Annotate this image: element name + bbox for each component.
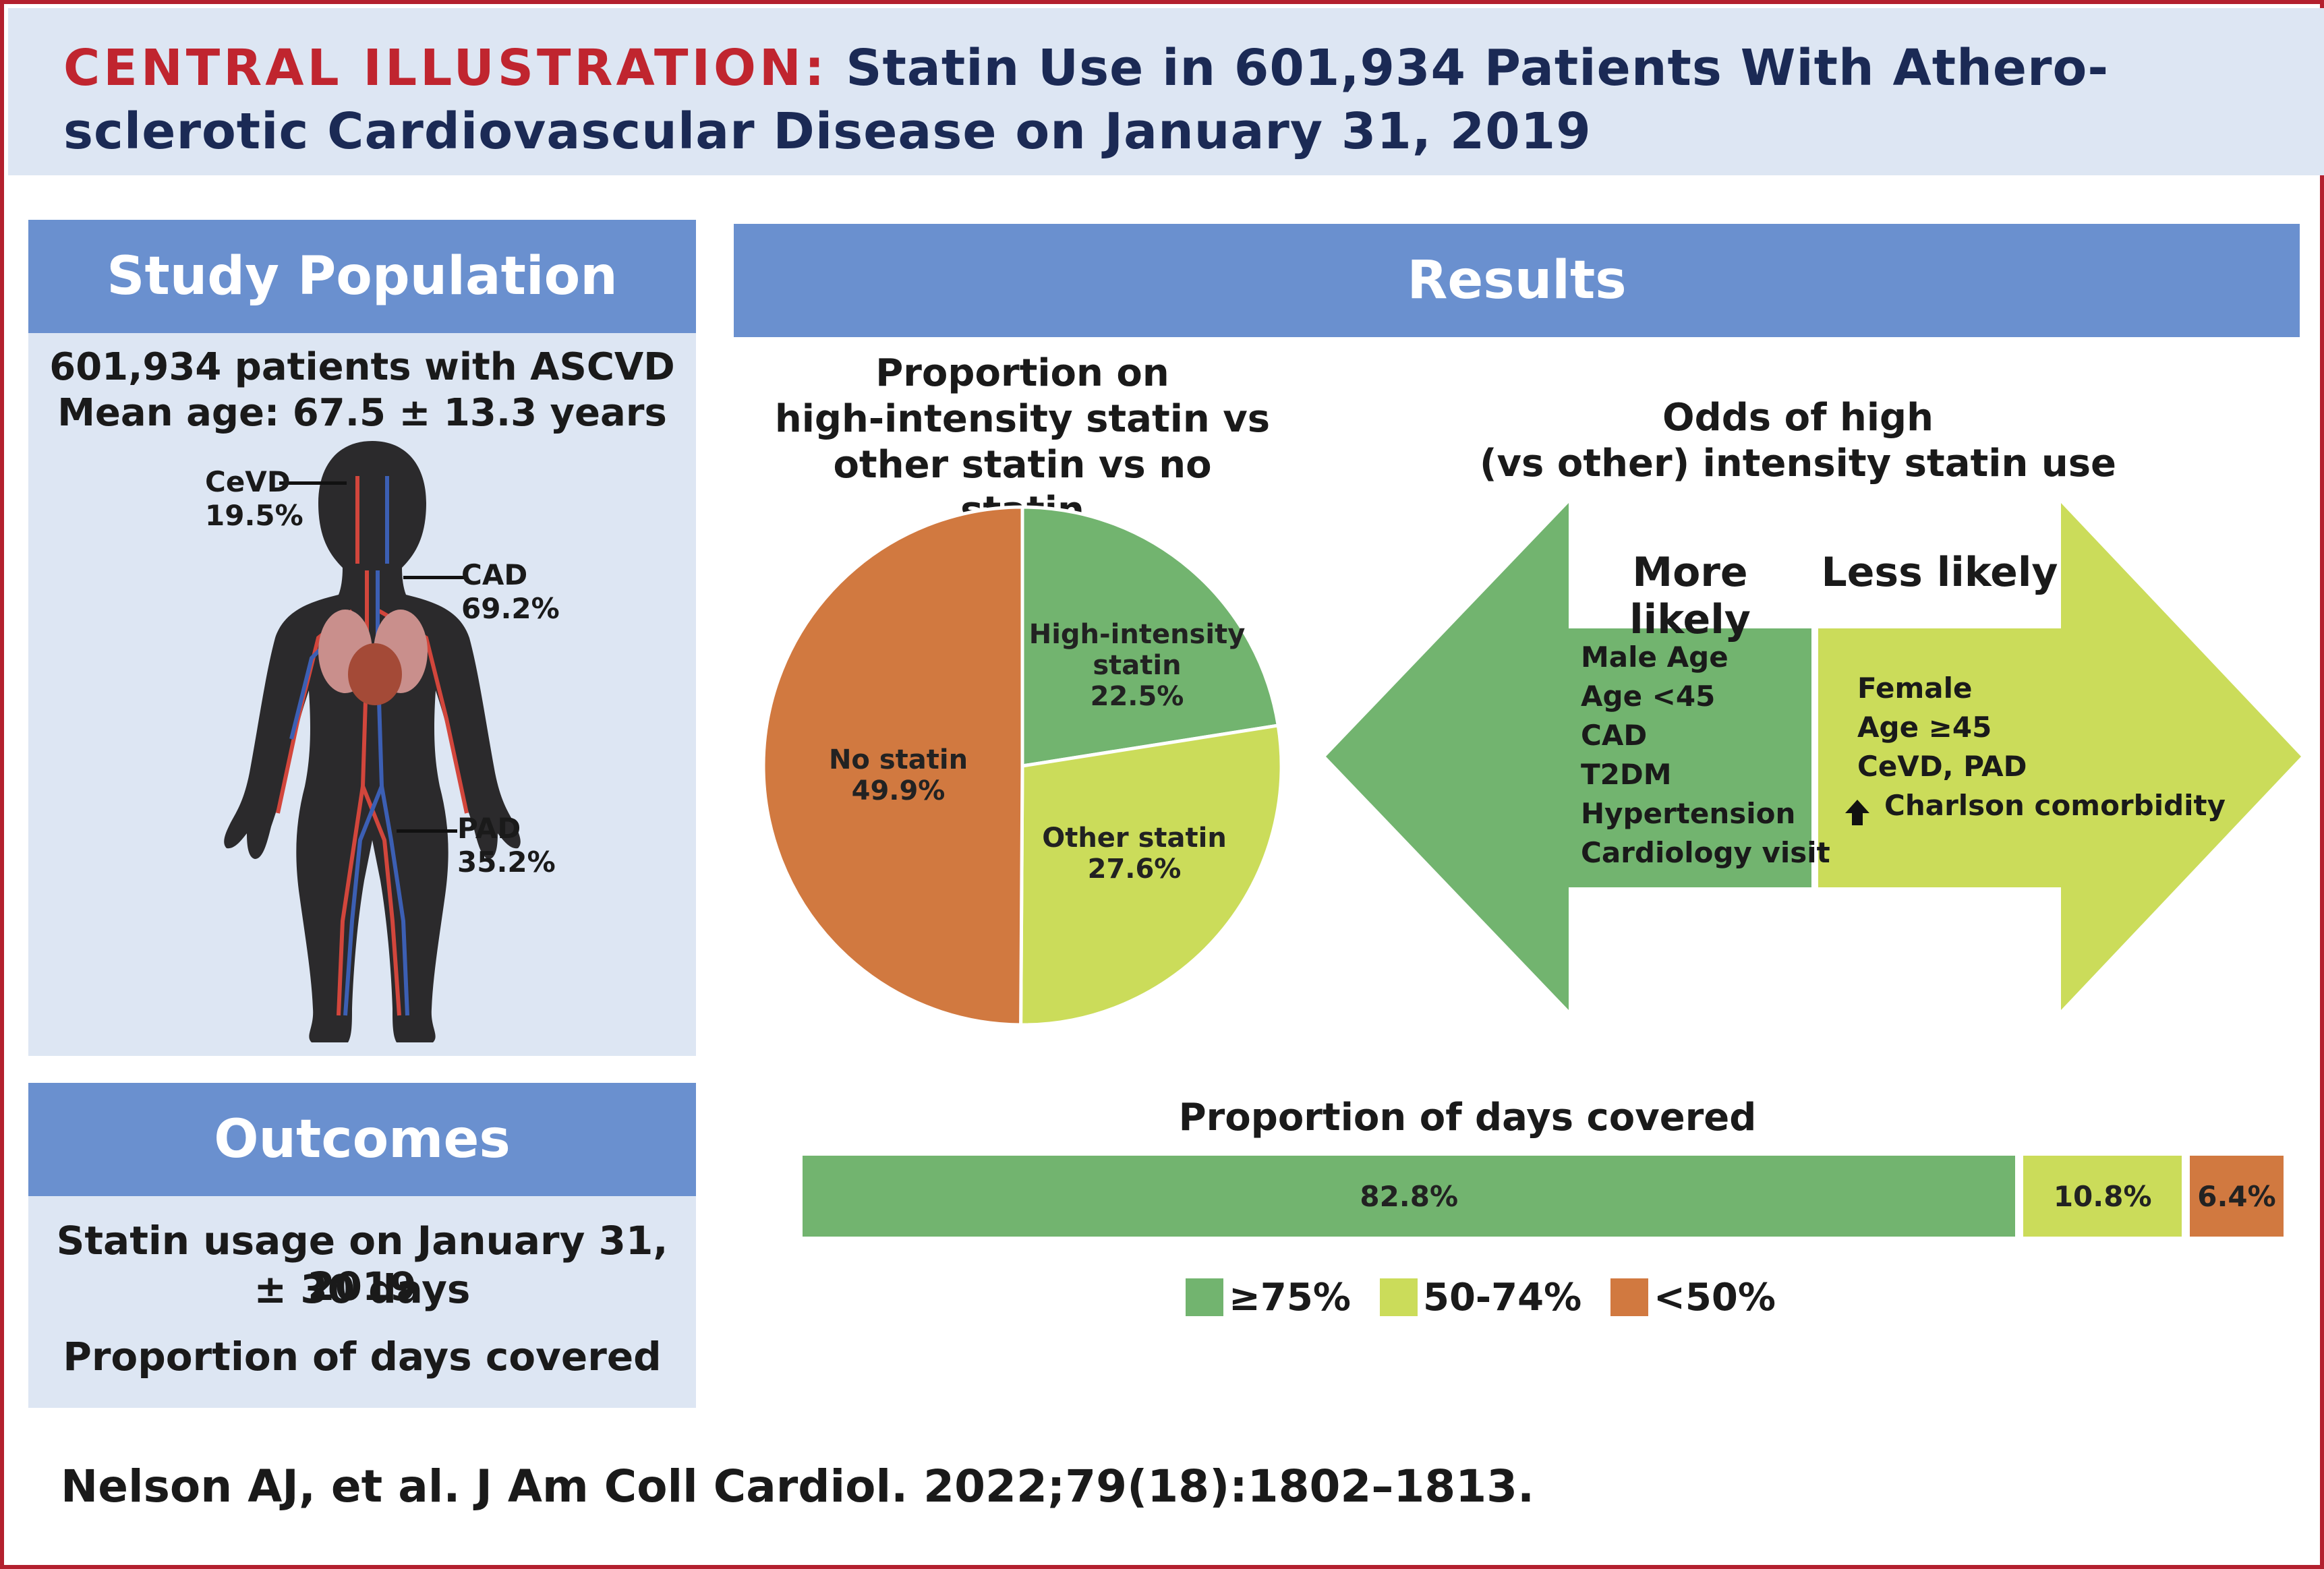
pdc-bar-segment-1: 10.8% xyxy=(2023,1156,2182,1237)
pad-label: PAD 35.2% xyxy=(457,812,556,879)
legend-label: ≥75% xyxy=(1229,1275,1351,1320)
legend-label: <50% xyxy=(1654,1275,1776,1320)
pdc-bar-segment-0: 82.8% xyxy=(803,1156,2016,1237)
less-likely-item: CeVD, PAD xyxy=(1857,750,2027,783)
legend-item-1: 50-74% xyxy=(1380,1275,1582,1320)
legend-item-0: ≥75% xyxy=(1186,1275,1351,1320)
pad-value: 35.2% xyxy=(457,846,556,879)
cevd-leader xyxy=(279,481,347,485)
more-likely-item: Hypertension xyxy=(1581,797,1796,830)
less-likely-item: Age ≥45 xyxy=(1857,711,1992,744)
cad-value: 69.2% xyxy=(461,592,560,625)
pie-label-high-intensity-l1: High-intensity xyxy=(1028,619,1246,650)
pie-title-line2: high-intensity statin vs xyxy=(774,397,1271,441)
more-likely-list: Male Age Age <45 CAD T2DM Hypertension C… xyxy=(1581,638,1830,872)
cad-name: CAD xyxy=(461,558,528,591)
pie-label-other-l1: Other statin xyxy=(1042,823,1227,854)
illustration-title: CENTRAL ILLUSTRATION: Statin Use in 601,… xyxy=(63,36,2262,163)
legend-item-2: <50% xyxy=(1610,1275,1776,1320)
cad-label: CAD 69.2% xyxy=(461,558,560,626)
results-heading: Results xyxy=(734,224,2300,337)
title-text: Statin Use in 601,934 Patients With Athe… xyxy=(63,39,2110,160)
pie-label-other-value: 27.6% xyxy=(1087,854,1182,885)
cevd-name: CeVD xyxy=(205,465,291,498)
legend-swatch xyxy=(1380,1278,1418,1316)
legend-label: 50-74% xyxy=(1423,1275,1582,1320)
less-likely-item: Charlson comorbidity xyxy=(1884,789,2226,822)
pie-title-line1: Proportion on xyxy=(875,351,1169,395)
outcome-statin-usage: Statin usage on January 31, 2019 xyxy=(56,1218,668,1309)
cevd-label: CeVD 19.5% xyxy=(205,465,303,533)
less-likely-item: Female xyxy=(1857,672,1973,705)
more-likely-heading: More likely xyxy=(1629,549,1751,643)
legend-swatch xyxy=(1186,1278,1223,1316)
pie-label-high-intensity-l2: statin xyxy=(1093,650,1182,681)
pie-slice-1 xyxy=(1019,723,1283,1027)
odds-title: Odds of high (vs other) intensity statin… xyxy=(1407,395,2189,487)
pad-leader xyxy=(397,829,457,833)
more-likely-item: T2DM xyxy=(1581,758,1672,791)
header: CENTRAL ILLUSTRATION: Statin Use in 601,… xyxy=(8,8,2324,175)
patient-count: 601,934 patients with ASCVD xyxy=(49,345,675,389)
outcome-pdc: Proportion of days covered xyxy=(63,1334,662,1380)
statin-pie-chart xyxy=(761,505,1283,1027)
pie-label-none-value: 49.9% xyxy=(851,775,946,806)
more-likely-item: Male Age xyxy=(1581,641,1729,674)
pdc-title: Proportion of days covered xyxy=(1178,1096,1757,1139)
more-likely-item: Cardiology visit xyxy=(1581,836,1830,869)
less-likely-arrow-icon xyxy=(1818,503,2301,1010)
increase-arrow-icon xyxy=(1845,800,1869,825)
less-likely-heading: Less likely xyxy=(1821,549,2058,596)
odds-arrows xyxy=(1326,503,2301,1010)
pie-label-other: Other statin 27.6% xyxy=(1026,823,1242,885)
pie-title: Proportion on high-intensity statin vs o… xyxy=(773,351,1272,534)
more-likely-arrow-icon xyxy=(1326,503,1811,1010)
pie-slice-0 xyxy=(1020,505,1281,768)
study-population-heading: Study Population xyxy=(28,220,696,333)
legend-swatch xyxy=(1610,1278,1648,1316)
more-likely-item: CAD xyxy=(1581,719,1648,752)
outcomes-panel: Outcomes Statin usage on January 31, 201… xyxy=(28,1083,696,1408)
pie-label-high-intensity-value: 22.5% xyxy=(1090,681,1184,712)
pad-name: PAD xyxy=(457,812,521,845)
cevd-value: 19.5% xyxy=(205,499,303,532)
study-population-panel: Study Population 601,934 patients with A… xyxy=(28,220,696,1056)
title-lead: CENTRAL ILLUSTRATION: xyxy=(63,39,828,97)
mean-age: Mean age: 67.5 ± 13.3 years xyxy=(57,391,667,435)
cad-leader xyxy=(403,576,464,579)
pie-label-high-intensity: High-intensity statin 22.5% xyxy=(1016,619,1258,712)
pie-label-none-l1: No statin xyxy=(828,744,968,775)
odds-title-line2: (vs other) intensity statin use xyxy=(1479,442,2117,485)
pie-slice-2 xyxy=(761,505,1024,1027)
odds-title-line1: Odds of high xyxy=(1662,396,1934,440)
citation: Nelson AJ, et al. J Am Coll Cardiol. 202… xyxy=(61,1460,1535,1512)
more-likely-item: Age <45 xyxy=(1581,680,1716,713)
pie-label-none: No statin 49.9% xyxy=(804,744,993,806)
outcomes-heading: Outcomes xyxy=(28,1083,696,1196)
pdc-bar-segment-2: 6.4% xyxy=(2189,1156,2284,1237)
body-silhouette-icon xyxy=(224,441,521,1042)
less-likely-list: Female Age ≥45 CeVD, PAD Charlson comorb… xyxy=(1857,669,2226,825)
outcome-window: ± 30 days xyxy=(254,1266,471,1312)
